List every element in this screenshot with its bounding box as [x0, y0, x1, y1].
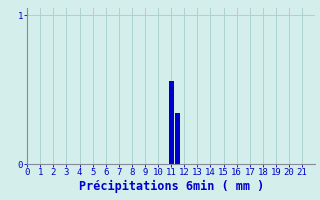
- Bar: [175, 113, 180, 164]
- X-axis label: Précipitations 6min ( mm ): Précipitations 6min ( mm ): [79, 180, 264, 193]
- Bar: [169, 81, 174, 164]
